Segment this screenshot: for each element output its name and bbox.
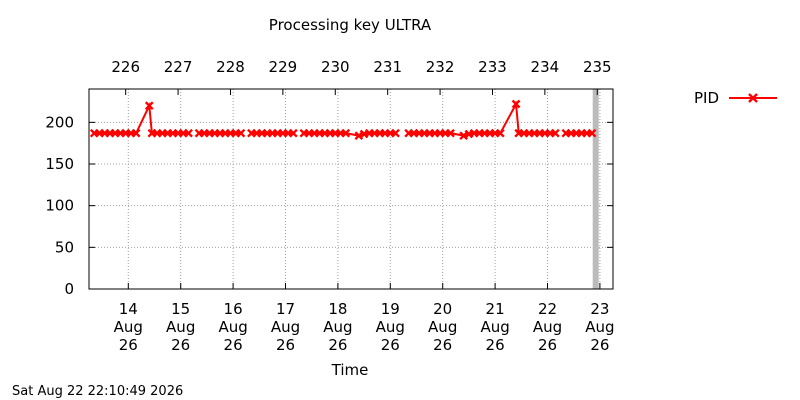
x-tick-label-year: 26 bbox=[276, 336, 295, 354]
top-tick-label: 229 bbox=[269, 58, 298, 76]
x-tick-label-month: Aug bbox=[218, 318, 247, 336]
top-tick-label: 227 bbox=[164, 58, 193, 76]
x-tick-labels: 14Aug2615Aug2616Aug2617Aug2618Aug2619Aug… bbox=[114, 300, 615, 354]
x-tick-label-month: Aug bbox=[480, 318, 509, 336]
x-tick-label-month: Aug bbox=[271, 318, 300, 336]
x-tick-label-month: Aug bbox=[428, 318, 457, 336]
y-tick-label: 150 bbox=[45, 155, 74, 173]
x-tick-label-day: 16 bbox=[224, 300, 243, 318]
top-tick-label: 233 bbox=[478, 58, 507, 76]
x-tick-label-month: Aug bbox=[376, 318, 405, 336]
top-tick-label: 228 bbox=[216, 58, 245, 76]
x-tick-label-month: Aug bbox=[533, 318, 562, 336]
x-tick-label-day: 18 bbox=[328, 300, 347, 318]
x-tick-label-month: Aug bbox=[166, 318, 195, 336]
x-tick-label-day: 21 bbox=[486, 300, 505, 318]
data-point bbox=[184, 128, 193, 138]
data-point bbox=[587, 128, 597, 138]
x-tick-label-day: 19 bbox=[381, 300, 400, 318]
x-tick-label-day: 22 bbox=[538, 300, 557, 318]
data-point bbox=[446, 128, 455, 138]
data-point bbox=[131, 128, 141, 138]
x-tick-label-year: 26 bbox=[171, 336, 190, 354]
y-tick-label: 0 bbox=[64, 280, 74, 298]
data-point bbox=[236, 128, 246, 138]
x-tick-label-month: Aug bbox=[585, 318, 614, 336]
legend-marker-pid bbox=[748, 93, 758, 103]
data-point bbox=[551, 128, 560, 138]
top-tick-label: 234 bbox=[531, 58, 560, 76]
x-tick-label-month: Aug bbox=[114, 318, 143, 336]
grid-lines bbox=[89, 89, 613, 289]
x-tick-label-month: Aug bbox=[323, 318, 352, 336]
top-tick-label: 226 bbox=[111, 58, 140, 76]
top-tick-label: 230 bbox=[321, 58, 350, 76]
chart-title: Processing key ULTRA bbox=[269, 16, 432, 34]
series-pid bbox=[89, 99, 597, 141]
x-tick-label-year: 26 bbox=[590, 336, 609, 354]
x-tick-label-day: 14 bbox=[119, 300, 138, 318]
x-tick-label-year: 26 bbox=[224, 336, 243, 354]
top-tick-labels: 226 227 228 229 230 231 232 233 234 235 bbox=[111, 58, 611, 76]
x-tick-label-day: 23 bbox=[590, 300, 609, 318]
data-point bbox=[341, 128, 351, 138]
x-tick-label-year: 26 bbox=[381, 336, 400, 354]
top-tick-label: 235 bbox=[583, 58, 612, 76]
footer-timestamp: Sat Aug 22 22:10:49 2026 bbox=[12, 384, 183, 399]
x-tick-label-year: 26 bbox=[119, 336, 138, 354]
y-tick-label: 50 bbox=[55, 238, 74, 256]
y-tick-labels: 0 50 100 150 200 bbox=[45, 113, 74, 298]
x-tick-label-year: 26 bbox=[486, 336, 505, 354]
data-point bbox=[289, 128, 298, 138]
x-tick-label-day: 15 bbox=[171, 300, 190, 318]
plot-frame bbox=[88, 88, 614, 290]
y-tick-label: 200 bbox=[45, 113, 74, 131]
top-tick-label: 231 bbox=[373, 58, 402, 76]
x-axis-label: Time bbox=[331, 361, 369, 379]
data-point bbox=[144, 101, 154, 111]
data-point bbox=[511, 99, 521, 109]
x-tick-label-year: 26 bbox=[328, 336, 347, 354]
axis-ticks bbox=[89, 89, 613, 290]
top-tick-label: 232 bbox=[426, 58, 455, 76]
x-tick-label-year: 26 bbox=[433, 336, 452, 354]
y-tick-label: 100 bbox=[45, 197, 74, 215]
x-tick-label-day: 17 bbox=[276, 300, 295, 318]
legend: PID bbox=[694, 89, 777, 107]
series-layer bbox=[89, 99, 597, 141]
data-point bbox=[391, 128, 400, 138]
series-line bbox=[94, 101, 189, 135]
data-point bbox=[495, 128, 505, 138]
legend-label-pid: PID bbox=[694, 89, 719, 107]
x-tick-label-day: 20 bbox=[433, 300, 452, 318]
x-tick-label-year: 26 bbox=[538, 336, 557, 354]
